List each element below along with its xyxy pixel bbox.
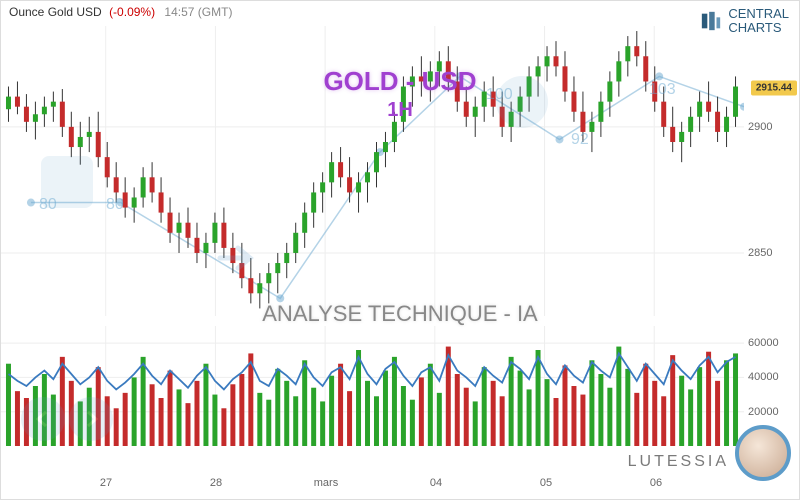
- volume-tick: 60000: [748, 337, 779, 349]
- logo-icon: [700, 10, 722, 32]
- x-tick: 27: [100, 477, 112, 489]
- chart-container: Ounce Gold USD (-0.09%) 14:57 (GMT) CENT…: [0, 0, 800, 500]
- price-chart[interactable]: [1, 26, 744, 316]
- current-price-badge: 2915.44: [751, 80, 797, 95]
- avatar-badge: [735, 425, 791, 481]
- price-y-axis: 2850 2900 2915.44: [744, 26, 799, 316]
- price-tick: 2850: [748, 247, 772, 259]
- x-tick: 04: [430, 477, 442, 489]
- logo-text: CENTRAL CHARTS: [728, 7, 789, 36]
- x-tick: mars: [314, 477, 338, 489]
- x-tick: 06: [650, 477, 662, 489]
- instrument-name: Ounce Gold USD: [9, 5, 102, 19]
- timestamp: 14:57 (GMT): [164, 5, 232, 19]
- x-tick: 05: [540, 477, 552, 489]
- volume-chart[interactable]: [1, 326, 744, 446]
- x-axis: 27 28 mars 04 05 06: [1, 477, 744, 495]
- x-tick: 28: [210, 477, 222, 489]
- chart-header: Ounce Gold USD (-0.09%) 14:57 (GMT): [9, 5, 232, 19]
- price-change: (-0.09%): [109, 5, 155, 19]
- price-tick: 2900: [748, 121, 772, 133]
- volume-tick: 40000: [748, 371, 779, 383]
- watermark-sticker-icon: [496, 76, 548, 128]
- watermark-sticker-icon: [41, 156, 93, 208]
- logo: CENTRAL CHARTS: [700, 7, 789, 36]
- arrow-icon: [216, 236, 260, 280]
- brand-label: LUTESSIA: [628, 453, 729, 471]
- volume-tick: 20000: [748, 406, 779, 418]
